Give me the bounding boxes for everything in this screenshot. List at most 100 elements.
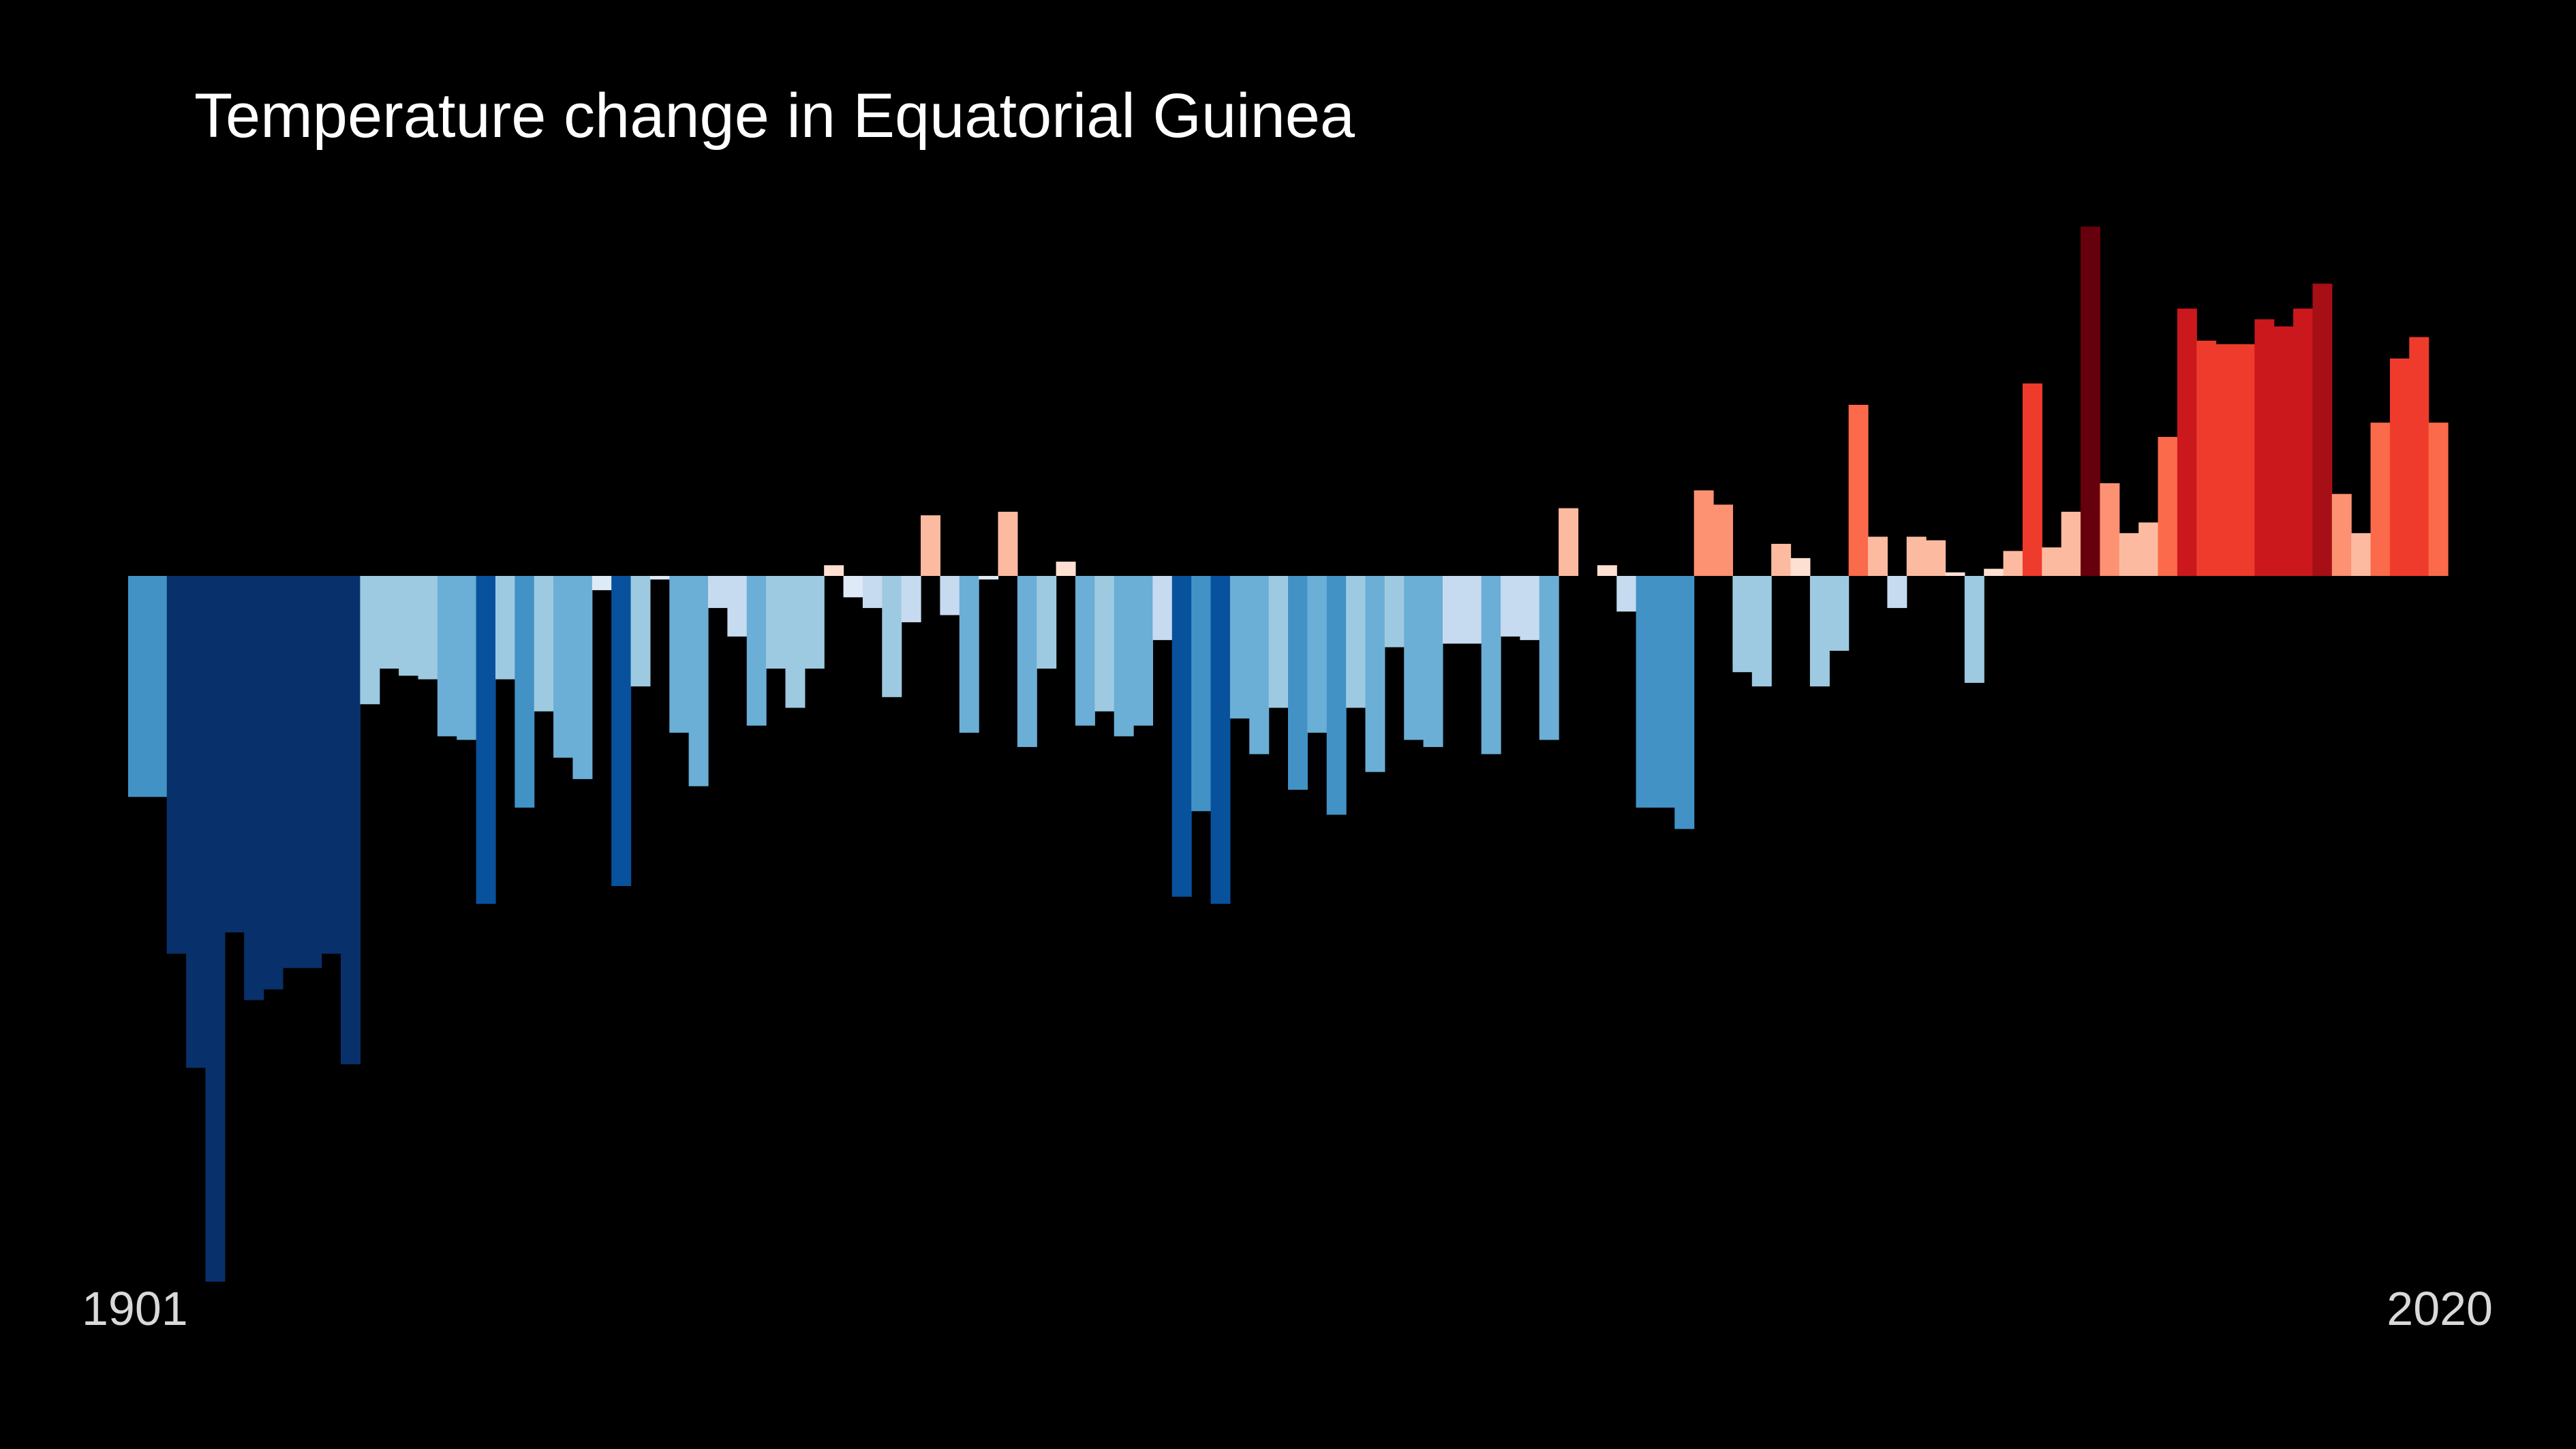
bar-1977 bbox=[1597, 565, 1617, 576]
bar-2016 bbox=[2351, 533, 2372, 576]
bar-1918 bbox=[457, 576, 477, 740]
bar-1942 bbox=[921, 515, 940, 576]
bar-1903 bbox=[166, 576, 187, 954]
bar-1958 bbox=[1229, 576, 1250, 719]
bar-2019 bbox=[2409, 337, 2429, 576]
bar-1956 bbox=[1191, 576, 1212, 812]
bar-1965 bbox=[1365, 576, 1385, 772]
bar-1967 bbox=[1404, 576, 1424, 740]
bar-2006 bbox=[2158, 437, 2178, 576]
bar-1927 bbox=[630, 576, 651, 687]
bar-1994 bbox=[1926, 540, 1946, 576]
bar-2000 bbox=[2042, 547, 2062, 576]
bar-1932 bbox=[727, 576, 748, 637]
bar-2004 bbox=[2119, 533, 2139, 576]
bar-1904 bbox=[186, 576, 206, 1068]
bar-1923 bbox=[553, 576, 574, 758]
bar-1910 bbox=[302, 576, 322, 968]
bar-1911 bbox=[321, 576, 341, 954]
bar-1957 bbox=[1210, 576, 1231, 904]
bar-1955 bbox=[1171, 576, 1192, 897]
bar-1933 bbox=[746, 576, 767, 726]
bar-1982 bbox=[1693, 490, 1714, 576]
bar-1922 bbox=[534, 576, 554, 712]
bar-1914 bbox=[379, 576, 399, 669]
bar-1980 bbox=[1655, 576, 1675, 808]
bar-1986 bbox=[1771, 543, 1792, 576]
bar-1940 bbox=[882, 576, 902, 697]
bar-1959 bbox=[1249, 576, 1270, 754]
bar-1934 bbox=[766, 576, 786, 669]
bar-1912 bbox=[341, 576, 361, 1065]
bar-1966 bbox=[1384, 576, 1405, 647]
bar-2001 bbox=[2061, 511, 2081, 576]
bar-1968 bbox=[1423, 576, 1443, 748]
bar-1950 bbox=[1075, 576, 1095, 726]
bar-1917 bbox=[437, 576, 457, 737]
bar-1991 bbox=[1868, 536, 1888, 576]
bar-1979 bbox=[1636, 576, 1656, 808]
bar-1930 bbox=[688, 576, 709, 787]
bar-1961 bbox=[1288, 576, 1308, 790]
bar-1907 bbox=[244, 576, 264, 1001]
bar-2005 bbox=[2138, 522, 2159, 576]
bar-1924 bbox=[572, 576, 593, 780]
bar-1964 bbox=[1346, 576, 1366, 708]
bar-1970 bbox=[1462, 576, 1482, 644]
bar-1999 bbox=[2022, 383, 2042, 576]
bar-2013 bbox=[2293, 308, 2314, 576]
bar-1951 bbox=[1094, 576, 1115, 712]
bar-1990 bbox=[1848, 404, 1869, 576]
chart-title: Temperature change in Equatorial Guinea bbox=[194, 81, 1355, 151]
bar-2002 bbox=[2081, 226, 2100, 577]
bar-1948 bbox=[1037, 576, 1057, 669]
bar-1916 bbox=[418, 576, 438, 680]
bar-1989 bbox=[1829, 576, 1850, 651]
bar-2018 bbox=[2389, 358, 2410, 576]
bar-1928 bbox=[649, 576, 670, 580]
bar-1915 bbox=[399, 576, 419, 676]
bar-1926 bbox=[611, 576, 632, 887]
bar-1983 bbox=[1713, 504, 1734, 576]
bar-1949 bbox=[1056, 562, 1076, 576]
bar-1981 bbox=[1674, 576, 1695, 829]
bar-1908 bbox=[263, 576, 283, 990]
bar-1937 bbox=[824, 565, 844, 576]
bar-1974 bbox=[1539, 576, 1559, 740]
bar-1901 bbox=[128, 576, 148, 797]
end-year-label: 2020 bbox=[2387, 1282, 2493, 1335]
bar-1987 bbox=[1790, 558, 1811, 576]
bar-1960 bbox=[1268, 576, 1289, 708]
bar-2009 bbox=[2215, 344, 2236, 576]
bar-1920 bbox=[495, 576, 515, 680]
bar-1909 bbox=[282, 576, 303, 968]
bar-1988 bbox=[1809, 576, 1830, 687]
bar-2017 bbox=[2370, 423, 2391, 576]
bar-1971 bbox=[1481, 576, 1501, 754]
bar-1931 bbox=[708, 576, 728, 609]
bar-1946 bbox=[998, 511, 1018, 576]
bar-1963 bbox=[1326, 576, 1347, 815]
bar-2014 bbox=[2312, 284, 2333, 576]
bar-1919 bbox=[476, 576, 496, 904]
bar-2012 bbox=[2273, 326, 2294, 576]
bar-1985 bbox=[1751, 576, 1772, 687]
bar-1936 bbox=[804, 576, 825, 669]
bar-1913 bbox=[360, 576, 380, 705]
bar-2015 bbox=[2331, 493, 2352, 576]
bar-1943 bbox=[940, 576, 960, 615]
bar-1929 bbox=[669, 576, 690, 733]
bar-2010 bbox=[2235, 344, 2255, 576]
bar-1945 bbox=[979, 576, 999, 580]
bar-1969 bbox=[1442, 576, 1462, 644]
bar-2011 bbox=[2254, 319, 2275, 576]
bar-1984 bbox=[1732, 576, 1753, 673]
bar-1995 bbox=[1945, 572, 1965, 576]
bar-1972 bbox=[1501, 576, 1520, 637]
bar-1925 bbox=[592, 576, 612, 590]
bar-1997 bbox=[1984, 568, 2004, 576]
bar-2020 bbox=[2428, 423, 2449, 576]
bar-2007 bbox=[2177, 308, 2197, 576]
bar-1941 bbox=[901, 576, 921, 622]
